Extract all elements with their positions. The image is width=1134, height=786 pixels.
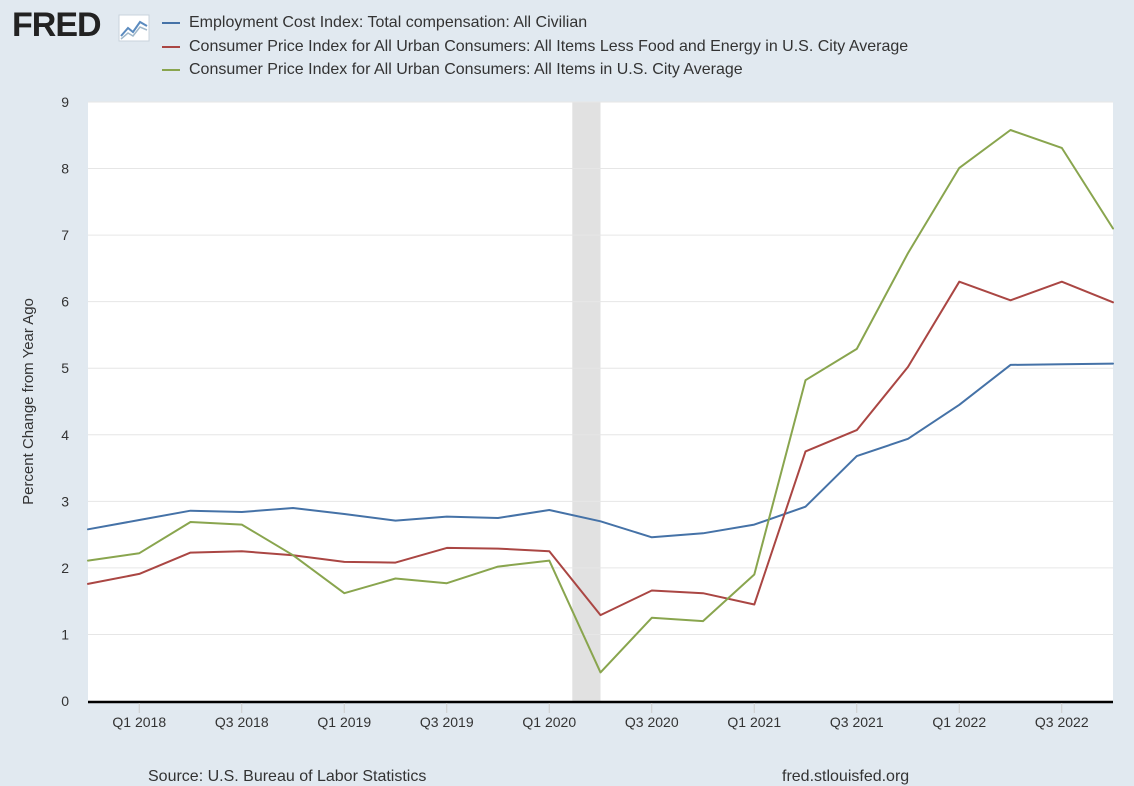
- series-line-3: [87, 129, 1114, 674]
- legend-swatch: [162, 69, 180, 71]
- y-tick-label: 6: [61, 294, 69, 310]
- y-axis-title: Percent Change from Year Ago: [20, 298, 37, 505]
- x-tick-label: Q3 2021: [830, 714, 884, 730]
- series-line-1: [87, 362, 1114, 539]
- x-tick-label: Q1 2019: [317, 714, 371, 730]
- y-tick-label: 3: [61, 493, 69, 509]
- x-tick-label: Q1 2020: [522, 714, 576, 730]
- x-tick-label: Q1 2022: [932, 714, 986, 730]
- x-tick-label: Q3 2022: [1035, 714, 1089, 730]
- legend-label: Employment Cost Index: Total compensatio…: [189, 14, 588, 31]
- y-tick-label: 7: [61, 227, 69, 243]
- fred-logo[interactable]: FRED: [12, 6, 162, 46]
- x-tick-label: Q1 2021: [727, 714, 781, 730]
- series-line-2: [87, 280, 1114, 617]
- legend-swatch: [162, 45, 180, 48]
- chart-header: FRED Employment Cost Index: Total compen…: [0, 0, 1134, 95]
- y-tick-label: 4: [61, 427, 69, 443]
- fred-graph-icon: [118, 14, 150, 42]
- y-tick-label: 2: [61, 560, 69, 576]
- fred-url[interactable]: fred.stlouisfed.org: [782, 768, 910, 785]
- y-tick-label: 0: [61, 693, 69, 709]
- y-tick-label: 1: [61, 626, 69, 642]
- legend-label: Consumer Price Index for All Urban Consu…: [189, 37, 909, 55]
- legend-label: Consumer Price Index for All Urban Consu…: [189, 61, 743, 78]
- source-note: Source: U.S. Bureau of Labor Statistics: [148, 768, 427, 785]
- x-tick-label: Q3 2020: [625, 714, 679, 730]
- recession-shading: [572, 102, 601, 701]
- fred-logo-text: FRED: [12, 6, 102, 44]
- line-chart: 0 1 2 3 4 5 6 7 8 9 Q1 2018 Q3 2018 Q1 2019 Q3 2019 Q1…: [20, 94, 1114, 730]
- y-tick-label: 9: [61, 94, 69, 110]
- y-tick-label: 8: [61, 161, 69, 177]
- x-tick-label: Q3 2018: [215, 714, 269, 730]
- x-tick-label: Q3 2019: [420, 714, 474, 730]
- y-tick-label: 5: [61, 360, 69, 376]
- x-tick-label: Q1 2018: [112, 714, 166, 730]
- legend-swatch: [162, 22, 180, 24]
